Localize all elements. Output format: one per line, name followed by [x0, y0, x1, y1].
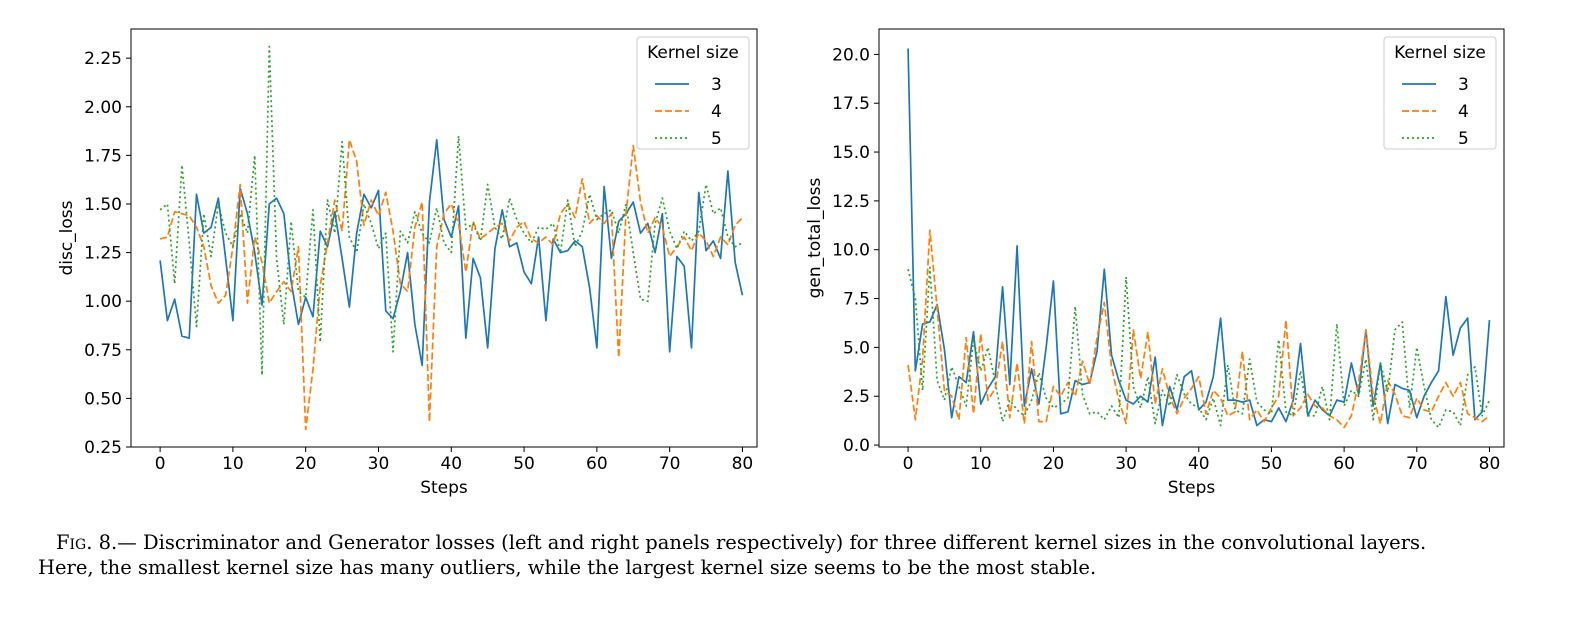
- x-tick-label: 60: [1333, 454, 1355, 474]
- y-tick-label: 12.5: [832, 192, 870, 212]
- y-tick-label: 20.0: [832, 45, 870, 65]
- x-tick-label: 0: [155, 454, 166, 474]
- x-tick-label: 50: [513, 454, 535, 474]
- figure: 0 10 20 30 40 50 60 70 800.250.500.751.001.251.5…: [57, 28, 1505, 498]
- y-tick-label: 7.5: [843, 290, 870, 310]
- series-line-4: [159, 138, 744, 431]
- y-tick-label: 15.0: [832, 143, 870, 163]
- y-tick-label: 2.25: [84, 49, 122, 69]
- x-tick-label: 70: [659, 454, 681, 474]
- caption-label: Fig. 8.—: [56, 531, 137, 554]
- legend-title: Kernel size: [1394, 43, 1486, 63]
- caption-text-1: Discriminator and Generator losses (left…: [136, 531, 1427, 554]
- legend: Kernel size 3 4 5: [636, 36, 750, 150]
- figure-caption: Fig. 8.— Discriminator and Generator los…: [38, 530, 1558, 580]
- series-line-5: [907, 266, 1491, 429]
- x-axis-label: Steps: [1168, 478, 1216, 498]
- legend-entry-4: 4: [711, 102, 722, 122]
- plot-frame: [130, 28, 758, 448]
- y-axis-label: gen_total_loss: [805, 177, 825, 298]
- legend-entry-4: 4: [1458, 102, 1469, 122]
- series-line-5: [159, 45, 743, 376]
- legend-entry-3: 3: [1458, 75, 1469, 95]
- legend-box: [636, 36, 750, 150]
- x-tick-label: 40: [440, 454, 462, 474]
- x-tick-label: 70: [1406, 454, 1428, 474]
- series-line-3: [159, 138, 744, 367]
- x-tick-label: 80: [1479, 454, 1501, 474]
- legend-entry-5: 5: [1458, 129, 1469, 149]
- y-tick-label: 5.0: [843, 338, 870, 358]
- x-tick-label: 20: [1043, 454, 1065, 474]
- y-axis-label: disc_loss: [57, 200, 77, 275]
- caption-line-1: Fig. 8.— Discriminator and Generator los…: [38, 530, 1558, 555]
- series-line-3: [907, 48, 1491, 427]
- x-tick-label: 40: [1188, 454, 1210, 474]
- y-tick-label: 1.00: [84, 292, 122, 312]
- legend-title: Kernel size: [647, 43, 739, 63]
- x-axis-label: Steps: [420, 478, 468, 498]
- legend-entry-3: 3: [711, 75, 722, 95]
- x-tick-label: 0: [903, 454, 914, 474]
- x-tick-label: 50: [1261, 454, 1283, 474]
- y-tick-label: 0.0: [843, 436, 870, 456]
- y-tick-label: 1.50: [84, 195, 122, 215]
- x-tick-label: 30: [1115, 454, 1137, 474]
- x-tick-label: 10: [970, 454, 992, 474]
- x-tick-label: 60: [586, 454, 608, 474]
- x-tick-label: 30: [368, 454, 390, 474]
- x-tick-label: 80: [732, 454, 754, 474]
- y-tick-label: 0.25: [84, 438, 122, 458]
- legend: Kernel size 3 4 5: [1383, 36, 1497, 150]
- y-tick-label: 2.00: [84, 98, 122, 118]
- y-tick-label: 1.25: [84, 244, 122, 264]
- left-panel-disc-loss: 0 10 20 30 40 50 60 70 80 0.25 0.50 0.75 1.00 1.25 1.5…: [57, 28, 758, 498]
- y-tick-label: 0.75: [84, 341, 122, 361]
- y-tick-label: 1.75: [84, 146, 122, 166]
- legend-box: [1383, 36, 1497, 150]
- y-tick-label: 10.0: [832, 241, 870, 261]
- x-tick-label: 10: [222, 454, 244, 474]
- y-tick-label: 17.5: [832, 94, 870, 114]
- y-tick-label: 0.50: [84, 389, 122, 409]
- series-line-4: [907, 229, 1491, 429]
- caption-line-2: Here, the smallest kernel size has many …: [38, 556, 1097, 579]
- y-tick-label: 2.5: [843, 387, 870, 407]
- legend-entry-5: 5: [711, 129, 722, 149]
- x-tick-label: 20: [295, 454, 317, 474]
- plot-frame: [878, 28, 1505, 448]
- right-panel-gen-total-loss: 0 10 20 30 40 50 60 70 80 0.0 2.5 5.0 7.5 10.0 12.5 15.…: [805, 28, 1505, 498]
